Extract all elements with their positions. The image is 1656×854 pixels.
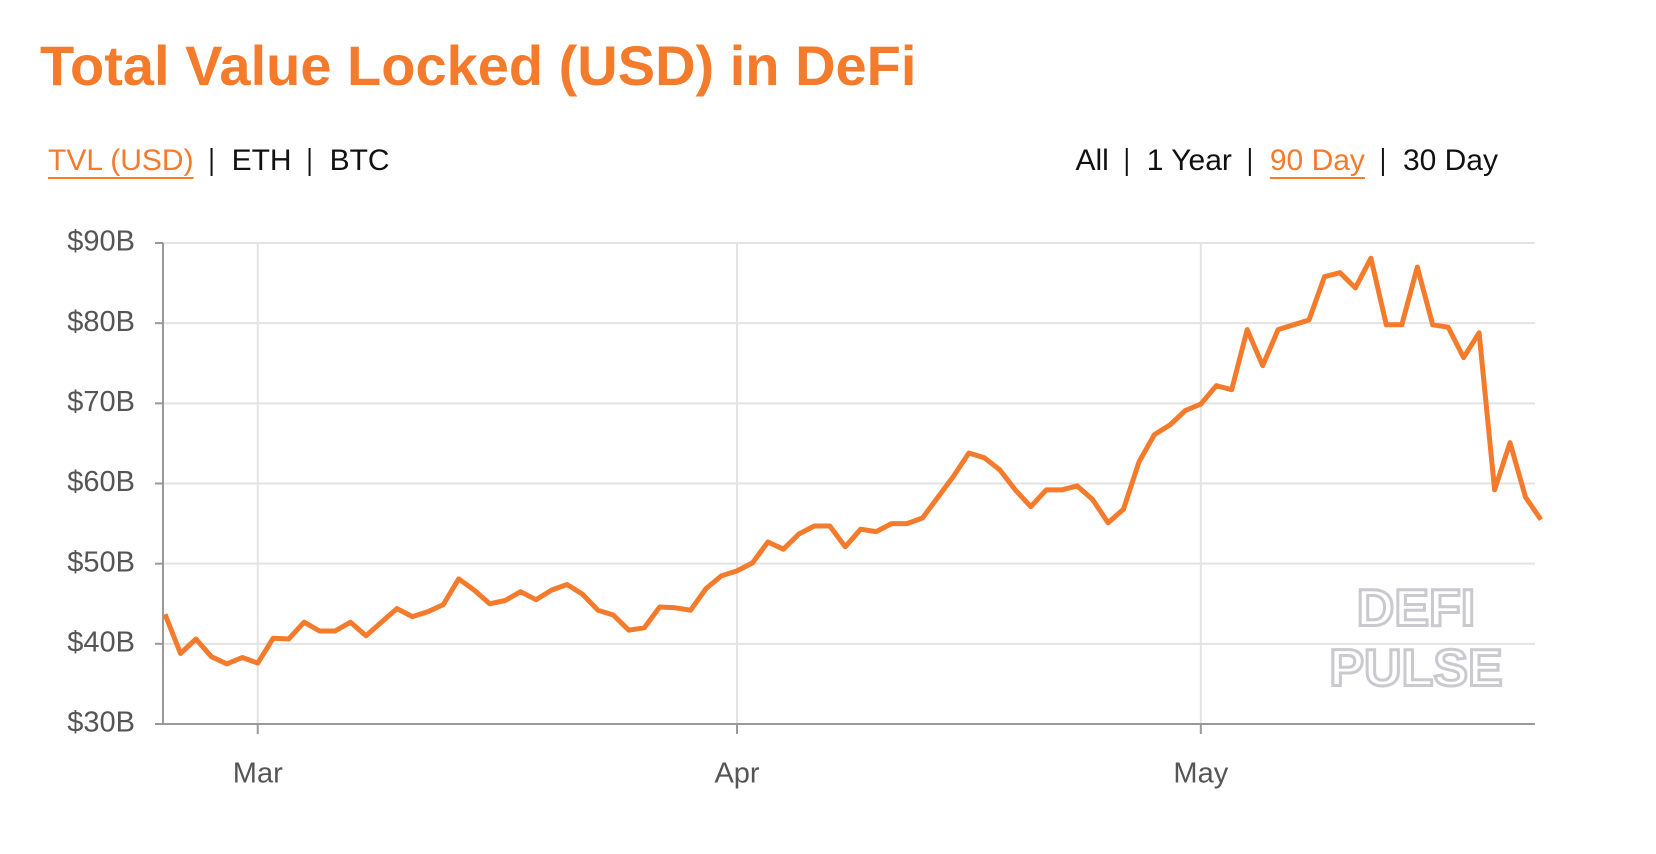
nav-bar: TVL (USD) ETH BTC All 1 Year 90 Day 30 Day	[48, 144, 1498, 179]
nav-link[interactable]: BTC	[330, 144, 390, 177]
y-tick-label: $50B	[67, 546, 135, 578]
y-tick-label: $70B	[67, 386, 135, 418]
x-tick-label: May	[1173, 758, 1228, 790]
nav-link[interactable]: ETH	[232, 144, 292, 177]
y-tick-label: $90B	[67, 226, 135, 258]
y-tick-label: $60B	[67, 466, 135, 498]
y-tick-label: $30B	[67, 707, 135, 739]
nav-link[interactable]: 30 Day	[1403, 144, 1498, 177]
x-tick-label: Apr	[714, 758, 759, 790]
nav-link[interactable]: 90 Day	[1270, 144, 1365, 177]
nav-link[interactable]: 1 Year	[1147, 144, 1232, 177]
watermark: DEFI	[1357, 580, 1475, 638]
nav-link[interactable]: TVL (USD)	[48, 144, 194, 177]
nav-link[interactable]: All	[1075, 144, 1108, 177]
page-title: Total Value Locked (USD) in DeFi	[40, 34, 916, 97]
tvl-line	[162, 255, 1543, 667]
y-tick-label: $40B	[67, 626, 135, 658]
x-tick-label: Mar	[233, 758, 283, 790]
watermark: PULSE	[1329, 640, 1502, 698]
y-tick-label: $80B	[67, 306, 135, 338]
